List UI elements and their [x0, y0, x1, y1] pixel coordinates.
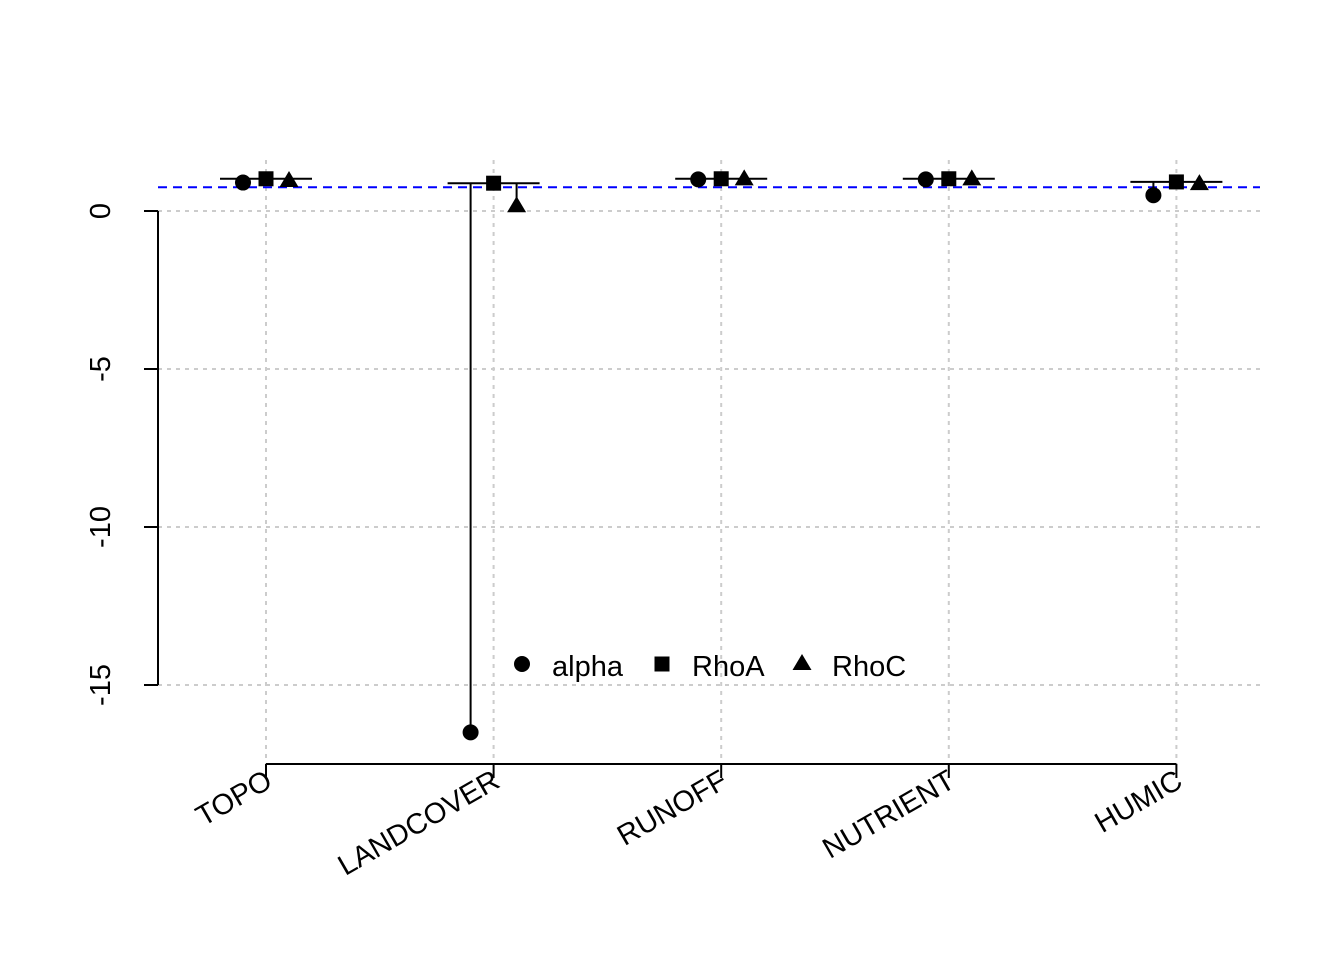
x-tick-label: HUMIC — [1090, 764, 1188, 839]
x-tick-label: NUTRIENT — [817, 764, 960, 865]
legend-marker-rhoa — [654, 656, 670, 672]
data-points — [235, 169, 1209, 741]
legend-label-rhoa: RhoA — [692, 651, 765, 683]
point-alpha-humic — [1145, 187, 1162, 204]
point-rhoa-nutrient — [941, 171, 957, 187]
x-tick-label: LANDCOVER — [333, 764, 505, 882]
x-tick-label: RUNOFF — [612, 764, 733, 852]
point-rhoc-landcover — [507, 196, 527, 213]
x-tick-label: TOPO — [191, 764, 278, 833]
y-tick-label: -15 — [85, 664, 117, 706]
x-axis: TOPO LANDCOVER RUNOFF NUTRIENT HUMIC — [191, 763, 1188, 882]
point-rhoa-topo — [258, 171, 274, 187]
y-axis: 0 -5 -10 -15 — [85, 203, 159, 706]
point-alpha-nutrient — [917, 171, 934, 188]
point-rhoc-runoff — [734, 169, 754, 186]
y-tick-label: -10 — [85, 506, 117, 548]
point-rhoa-landcover — [486, 175, 502, 191]
legend-marker-alpha — [514, 656, 530, 672]
grid — [158, 160, 1260, 764]
point-rhoc-humic — [1189, 174, 1209, 191]
point-rhoc-nutrient — [962, 169, 982, 186]
point-rhoa-humic — [1168, 174, 1184, 190]
legend-label-rhoc: RhoC — [832, 651, 906, 683]
y-tick-label: -5 — [85, 356, 117, 382]
point-alpha-runoff — [690, 171, 707, 188]
legend-label-alpha: alpha — [552, 651, 624, 683]
point-alpha-landcover — [462, 724, 479, 741]
legend-marker-rhoc — [792, 654, 812, 670]
point-rhoc-topo — [279, 170, 299, 187]
legend: alpha RhoA RhoC — [514, 651, 906, 683]
y-tick-label: 0 — [85, 203, 117, 219]
point-alpha-topo — [235, 174, 251, 191]
point-rhoa-runoff — [713, 171, 729, 187]
